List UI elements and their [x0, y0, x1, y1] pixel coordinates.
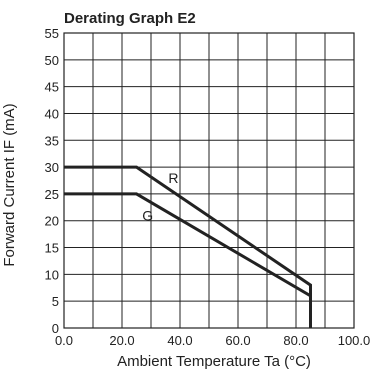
y-axis-label: Forward Current IF (mA) [1, 103, 18, 266]
y-tick-label: 40 [45, 106, 59, 121]
y-tick-label: 20 [45, 214, 59, 229]
y-tick-label: 15 [45, 241, 59, 256]
y-tick-label: 0 [52, 321, 59, 336]
y-tick-label: 10 [45, 267, 59, 282]
y-tick-label: 30 [45, 160, 59, 175]
tick-labels: 0.0 20.0 40.0 60.0 80.0 100.0 0 5 10 15 20 25 30 35 40… [45, 26, 371, 348]
x-tick-label: 60.0 [225, 333, 250, 348]
grid [63, 32, 355, 329]
series-label-r: R [168, 170, 178, 186]
chart-title: Derating Graph E2 [64, 10, 196, 27]
y-tick-label: 25 [45, 187, 59, 202]
y-tick-label: 35 [45, 133, 59, 148]
series-line-g [64, 192, 312, 328]
series-group: RG [64, 165, 312, 328]
x-tick-label: 100.0 [338, 333, 371, 348]
y-tick-label: 45 [45, 80, 59, 95]
x-tick-label: 0.0 [55, 333, 73, 348]
series-label-g: G [142, 208, 153, 224]
y-tick-label: 5 [52, 294, 59, 309]
x-tick-label: 40.0 [167, 333, 192, 348]
x-tick-label: 20.0 [109, 333, 134, 348]
x-axis-label: Ambient Temperature Ta (°C) [117, 353, 311, 370]
y-tick-label: 50 [45, 53, 59, 68]
y-tick-label: 55 [45, 26, 59, 41]
plot-border [63, 32, 355, 329]
x-tick-label: 80.0 [283, 333, 308, 348]
